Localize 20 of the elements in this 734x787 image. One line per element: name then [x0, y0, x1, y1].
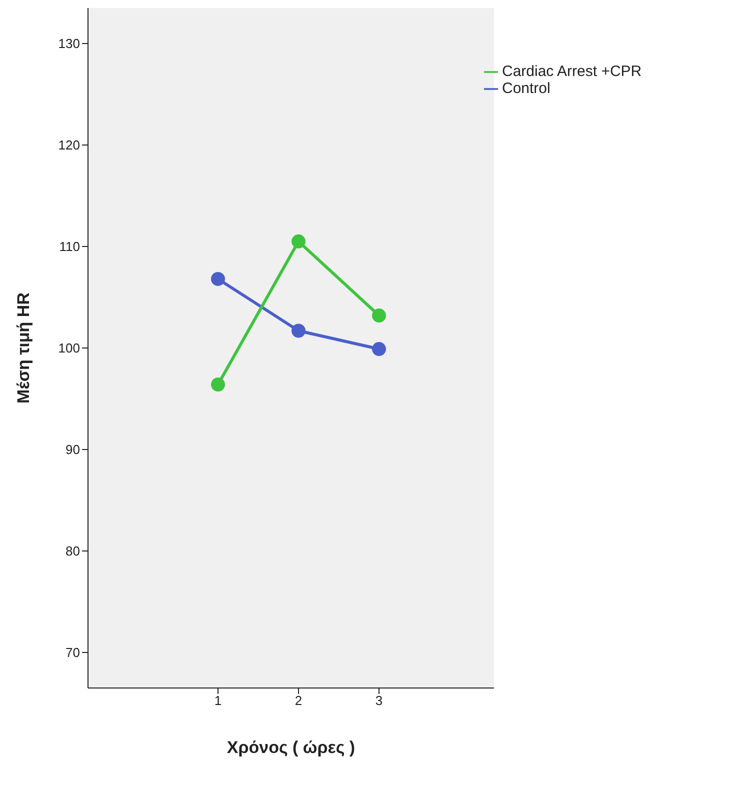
y-tick-label: 120	[58, 138, 80, 153]
x-tick-label: 1	[214, 693, 222, 708]
x-tick-label: 2	[294, 693, 302, 708]
point	[372, 308, 386, 323]
point	[211, 272, 225, 286]
point	[292, 234, 306, 248]
x-axis-title: Χρόνος ( ώρες )	[226, 738, 356, 757]
y-tick-label: 100	[58, 340, 80, 356]
legend-label: Control	[502, 80, 550, 97]
x-tick-label: 3	[375, 693, 383, 708]
point	[372, 342, 386, 356]
y-tick-label: 110	[59, 239, 80, 254]
legend-label: Cardiac Arrest +CPR	[502, 63, 642, 80]
point	[211, 378, 225, 392]
point	[292, 324, 306, 338]
y-tick-label: 90	[66, 442, 80, 458]
y-axis-title: Μέση τιμή HR	[14, 292, 34, 404]
y-tick-label: 80	[66, 544, 80, 559]
y-tick-label: 70	[66, 645, 80, 660]
y-tick-label: 130	[58, 36, 80, 52]
